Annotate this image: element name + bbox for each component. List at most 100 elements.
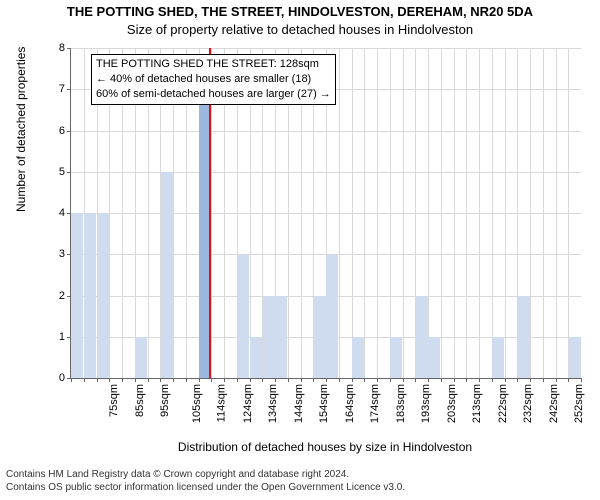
x-tick-label: 232sqm	[522, 384, 534, 423]
y-tick-mark	[67, 48, 71, 49]
x-tick-mark	[352, 378, 353, 382]
x-tick-mark	[479, 378, 480, 382]
histogram-bar	[250, 337, 262, 378]
y-tick-label: 7	[59, 83, 65, 95]
y-tick-label: 0	[59, 372, 65, 384]
x-tick-mark	[199, 378, 200, 382]
x-tick-mark	[288, 378, 289, 382]
histogram-bar	[71, 213, 83, 378]
x-tick-mark	[122, 378, 123, 382]
y-tick-label: 1	[59, 331, 65, 343]
x-tick-mark	[492, 378, 493, 382]
gridline-vertical	[568, 48, 569, 378]
histogram-bar	[161, 172, 173, 378]
x-tick-label: 252sqm	[573, 384, 585, 423]
histogram-bar	[416, 296, 428, 379]
gridline-vertical	[543, 48, 544, 378]
x-tick-label: 124sqm	[242, 384, 254, 423]
gridline-vertical	[403, 48, 404, 378]
x-tick-mark	[428, 378, 429, 382]
y-axis-label: Number of detached properties	[14, 47, 28, 212]
y-tick-label: 5	[59, 166, 65, 178]
gridline-vertical	[479, 48, 480, 378]
chart-plot-area: 01234567875sqm85sqm95sqm105sqm114sqm124s…	[70, 48, 581, 379]
x-tick-mark	[364, 378, 365, 382]
x-tick-mark	[84, 378, 85, 382]
histogram-bar	[314, 296, 326, 379]
gridline-vertical	[466, 48, 467, 378]
x-tick-label: 154sqm	[318, 384, 330, 423]
y-tick-label: 6	[59, 125, 65, 137]
chart-annotation-box: THE POTTING SHED THE STREET: 128sqm ← 40…	[91, 54, 336, 105]
x-tick-mark	[301, 378, 302, 382]
x-tick-mark	[262, 378, 263, 382]
gridline-vertical	[339, 48, 340, 378]
x-tick-label: 174sqm	[369, 384, 381, 423]
x-tick-label: 85sqm	[134, 384, 146, 417]
histogram-bar	[263, 296, 275, 379]
gridline-vertical	[428, 48, 429, 378]
x-tick-mark	[390, 378, 391, 382]
gridline-vertical	[441, 48, 442, 378]
x-tick-label: 75sqm	[108, 384, 120, 417]
x-tick-label: 242sqm	[548, 384, 560, 423]
gridline-vertical	[530, 48, 531, 378]
page-title: THE POTTING SHED, THE STREET, HINDOLVEST…	[0, 4, 600, 19]
gridline-vertical	[352, 48, 353, 378]
x-tick-mark	[568, 378, 569, 382]
gridline-vertical	[556, 48, 557, 378]
histogram-bar	[84, 213, 96, 378]
x-tick-mark	[377, 378, 378, 382]
histogram-bar	[518, 296, 530, 379]
x-tick-mark	[148, 378, 149, 382]
x-tick-label: 183sqm	[395, 384, 407, 423]
histogram-bar	[390, 337, 402, 378]
x-tick-mark	[237, 378, 238, 382]
x-tick-mark	[403, 378, 404, 382]
x-tick-mark	[186, 378, 187, 382]
x-tick-mark	[109, 378, 110, 382]
histogram-bar	[97, 213, 109, 378]
footer-attribution: Contains HM Land Registry data © Crown c…	[6, 468, 405, 494]
x-tick-label: 95sqm	[159, 384, 171, 417]
y-tick-label: 4	[59, 207, 65, 219]
histogram-bar	[569, 337, 581, 378]
x-tick-mark	[581, 378, 582, 382]
annotation-line: THE POTTING SHED THE STREET: 128sqm	[96, 57, 331, 72]
gridline-vertical	[364, 48, 365, 378]
y-tick-label: 3	[59, 248, 65, 260]
x-tick-mark	[173, 378, 174, 382]
x-tick-mark	[339, 378, 340, 382]
gridline-vertical	[492, 48, 493, 378]
gridline-vertical	[505, 48, 506, 378]
y-tick-mark	[67, 172, 71, 173]
histogram-bar	[135, 337, 147, 378]
x-tick-mark	[160, 378, 161, 382]
x-tick-mark	[71, 378, 72, 382]
x-tick-label: 114sqm	[215, 384, 227, 422]
histogram-bar	[275, 296, 287, 379]
x-tick-mark	[313, 378, 314, 382]
histogram-bar	[237, 254, 249, 378]
x-tick-mark	[211, 378, 212, 382]
histogram-bar	[326, 254, 338, 378]
x-tick-mark	[326, 378, 327, 382]
gridline-vertical	[377, 48, 378, 378]
x-tick-mark	[415, 378, 416, 382]
histogram-bar	[352, 337, 364, 378]
y-tick-mark	[67, 131, 71, 132]
y-tick-label: 8	[59, 42, 65, 54]
x-tick-mark	[224, 378, 225, 382]
gridline-vertical	[454, 48, 455, 378]
x-tick-mark	[556, 378, 557, 382]
x-tick-label: 144sqm	[293, 384, 305, 423]
x-tick-label: 193sqm	[420, 384, 432, 423]
x-tick-label: 213sqm	[471, 384, 483, 423]
y-tick-mark	[67, 89, 71, 90]
x-tick-label: 164sqm	[344, 384, 356, 423]
x-axis-label: Distribution of detached houses by size …	[70, 440, 580, 454]
x-tick-mark	[97, 378, 98, 382]
x-tick-mark	[441, 378, 442, 382]
annotation-line: ← 40% of detached houses are smaller (18…	[96, 72, 331, 87]
x-tick-mark	[505, 378, 506, 382]
